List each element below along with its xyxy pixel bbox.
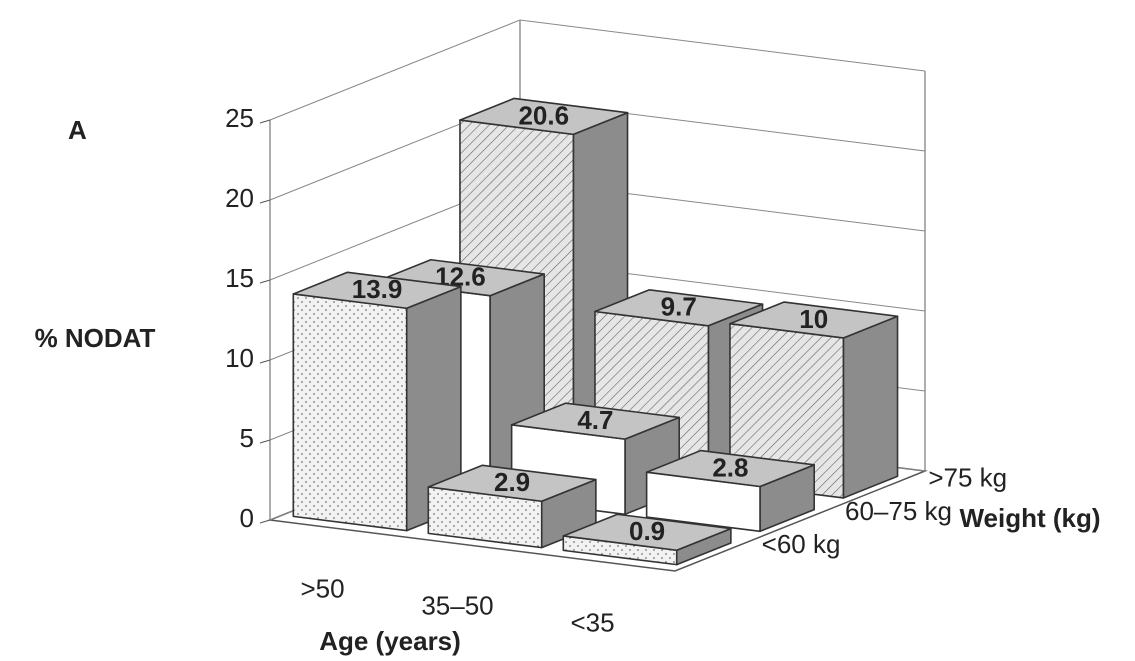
chart-title: A (68, 115, 87, 145)
y-tick-label: 0 (240, 503, 254, 533)
z-axis-label: Weight (kg) (959, 503, 1100, 533)
x-tick-label: <35 (570, 607, 614, 637)
y-tick-label: 10 (225, 343, 254, 373)
bar-top (427, 464, 597, 503)
y-tick (259, 199, 271, 204)
legend-label: 60–75 kg (845, 496, 952, 526)
x-tick-label: 35–50 (421, 590, 493, 620)
data-label: 20.6 (518, 100, 569, 130)
data-label: 4.7 (577, 405, 613, 435)
bar-top (729, 301, 899, 339)
bar-side (842, 315, 899, 499)
data-label: 2.8 (712, 452, 748, 482)
bar-top (645, 449, 816, 488)
data-label: 10 (799, 304, 828, 334)
bar-top (594, 289, 764, 327)
y-tick (259, 439, 271, 444)
legend-label: >75 kg (928, 463, 1007, 493)
y-tick (259, 119, 271, 124)
bar-front (292, 293, 408, 532)
x-tick-label: >50 (300, 573, 344, 603)
y-tick (259, 519, 271, 524)
y-axis-label: % NODAT (35, 323, 156, 353)
y-tick-label: 5 (240, 423, 254, 453)
data-label: 0.9 (629, 516, 665, 546)
bar-top (510, 402, 681, 440)
legend-label: <60 kg (762, 529, 841, 559)
bar-top (292, 271, 462, 310)
data-label: 13.9 (352, 274, 403, 304)
y-tick-label: 15 (225, 263, 254, 293)
data-label: 2.9 (494, 467, 530, 497)
bar-top (562, 513, 732, 552)
grid-line (269, 19, 926, 121)
bar-top (459, 97, 629, 136)
data-label: 9.7 (661, 292, 697, 322)
y-tick-label: 20 (225, 183, 254, 213)
y-tick (259, 279, 271, 284)
x-axis-label: Age (years) (319, 626, 461, 656)
y-tick (259, 359, 271, 364)
y-tick-label: 25 (225, 103, 254, 133)
